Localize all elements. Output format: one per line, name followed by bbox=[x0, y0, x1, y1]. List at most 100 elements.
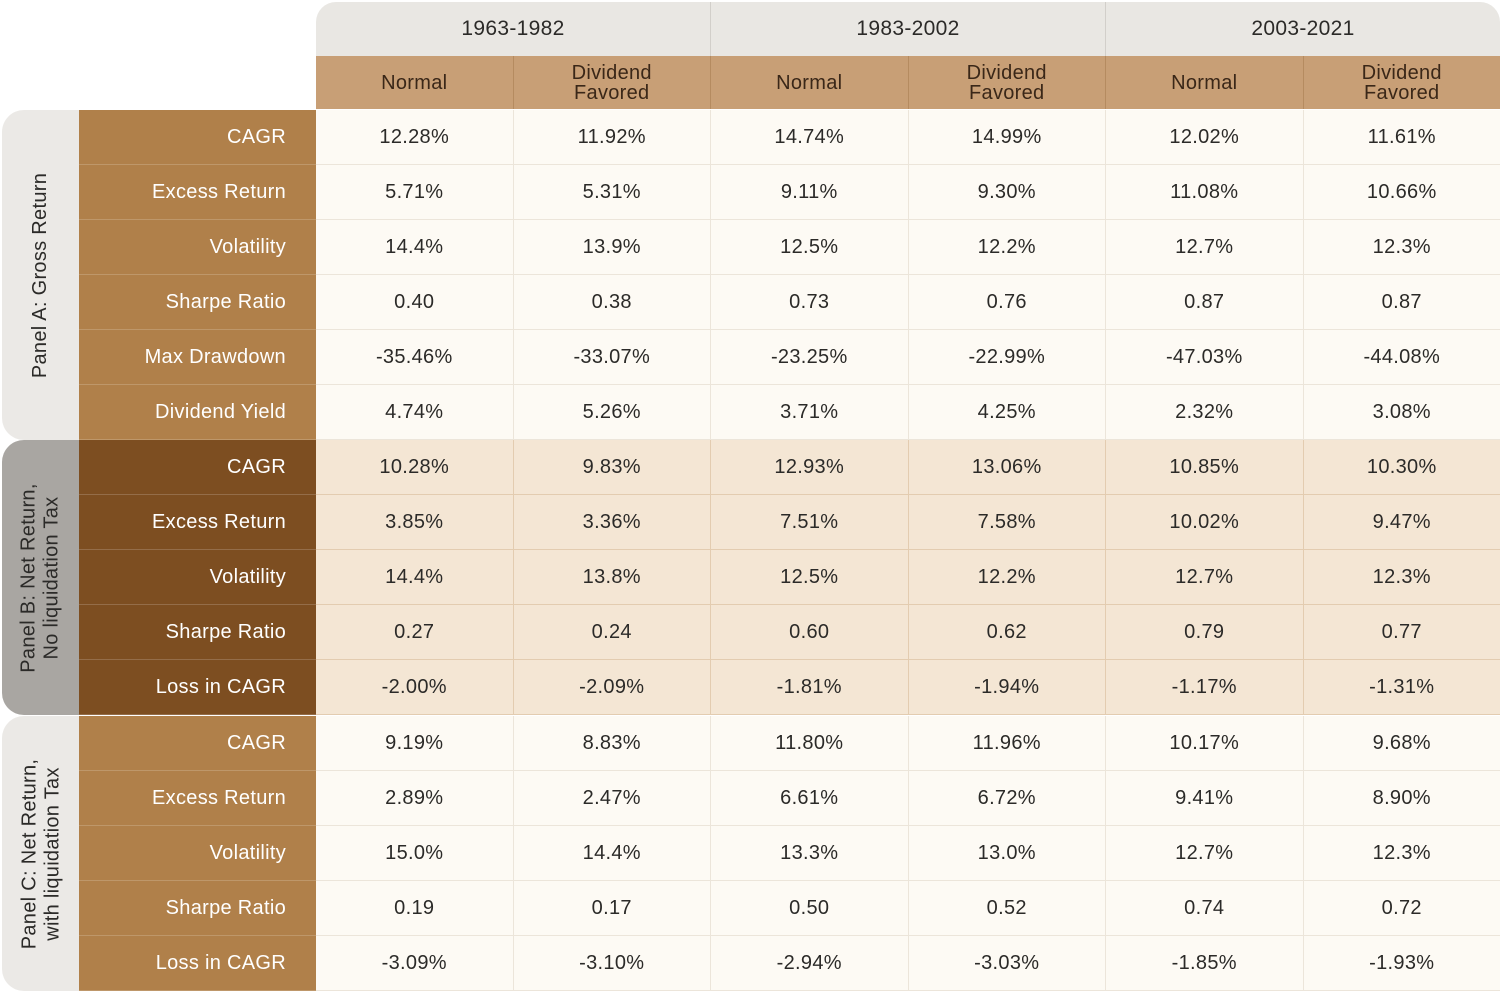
row-label: Volatility bbox=[79, 220, 316, 275]
table-cell: 0.79 bbox=[1105, 605, 1303, 659]
panel-label-line: Panel C: Net Return, bbox=[18, 758, 40, 949]
column-subheader-line: Dividend bbox=[966, 61, 1047, 84]
table-cell: -3.10% bbox=[512, 936, 711, 990]
table-row: 10.28% 9.83% 12.93% 13.06% 10.85% 10.30% bbox=[316, 440, 1500, 495]
table-cell: 0.87 bbox=[1105, 275, 1303, 329]
table-cell: -1.94% bbox=[907, 660, 1106, 714]
table-row: 9.19% 8.83% 11.80% 11.96% 10.17% 9.68% bbox=[316, 716, 1500, 771]
table-cell: -3.03% bbox=[907, 936, 1106, 990]
table-cell: 6.61% bbox=[710, 771, 908, 825]
table-cell: 10.66% bbox=[1302, 165, 1500, 219]
table-cell: 13.06% bbox=[907, 440, 1106, 494]
period-header-cell: 1963-1982 bbox=[461, 17, 565, 40]
table-cell: 10.17% bbox=[1105, 716, 1303, 770]
row-label: Sharpe Ratio bbox=[79, 881, 316, 936]
table-cell: 12.02% bbox=[1105, 110, 1303, 164]
table-cell: -1.31% bbox=[1302, 660, 1500, 714]
table-row: 14.4% 13.9% 12.5% 12.2% 12.7% 12.3% bbox=[316, 220, 1500, 275]
table-cell: 8.83% bbox=[512, 716, 711, 770]
row-label: Dividend Yield bbox=[79, 385, 316, 440]
row-label: CAGR bbox=[79, 716, 316, 771]
panel-label: Panel A: Gross Return bbox=[2, 110, 80, 440]
table-cell: 0.24 bbox=[512, 605, 711, 659]
table-cell: 0.76 bbox=[907, 275, 1106, 329]
row-label: Excess Return bbox=[79, 771, 316, 826]
table-cell: 10.85% bbox=[1105, 440, 1303, 494]
table-cell: 13.0% bbox=[907, 826, 1106, 880]
table-cell: 14.4% bbox=[512, 826, 711, 880]
table-cell: 9.83% bbox=[512, 440, 711, 494]
period-header-cell: 2003-2021 bbox=[1105, 2, 1500, 56]
table-cell: 12.5% bbox=[710, 550, 908, 604]
table-cell: 12.2% bbox=[907, 550, 1106, 604]
table-cell: 2.47% bbox=[512, 771, 711, 825]
table-cell: 0.19 bbox=[394, 896, 435, 919]
table-cell: 12.2% bbox=[907, 220, 1106, 274]
table-cell: 14.74% bbox=[710, 110, 908, 164]
table-cell: 0.60 bbox=[710, 605, 908, 659]
table-cell: 12.3% bbox=[1302, 826, 1500, 880]
table-cell: 0.52 bbox=[907, 881, 1106, 935]
table-cell: -1.85% bbox=[1105, 936, 1303, 990]
table-cell: 4.74% bbox=[385, 400, 444, 423]
table-cell: 10.30% bbox=[1302, 440, 1500, 494]
table-cell: 3.36% bbox=[512, 495, 711, 549]
table-cell: 12.7% bbox=[1105, 220, 1303, 274]
table-cell: 3.08% bbox=[1302, 385, 1500, 439]
table-cell: -35.46% bbox=[375, 345, 453, 368]
row-label: Loss in CAGR bbox=[79, 660, 316, 715]
table-cell: 0.74 bbox=[1105, 881, 1303, 935]
row-label: Loss in CAGR bbox=[79, 936, 316, 991]
table-cell: 11.61% bbox=[1302, 110, 1500, 164]
table-cell: 9.30% bbox=[907, 165, 1106, 219]
row-label: CAGR bbox=[79, 110, 316, 165]
table-row: -2.00% -2.09% -1.81% -1.94% -1.17% -1.31% bbox=[316, 660, 1500, 715]
table-cell: -1.93% bbox=[1302, 936, 1500, 990]
column-subheader-cell: Dividend Favored bbox=[1302, 56, 1500, 109]
table-cell: 10.28% bbox=[379, 455, 450, 478]
table-cell: 4.25% bbox=[907, 385, 1106, 439]
table-row: 0.27 0.24 0.60 0.62 0.79 0.77 bbox=[316, 605, 1500, 660]
table-cell: -3.09% bbox=[381, 951, 447, 974]
table-cell: 11.96% bbox=[907, 716, 1106, 770]
table-cell: 0.27 bbox=[394, 620, 435, 643]
table-row: 5.71% 5.31% 9.11% 9.30% 11.08% 10.66% bbox=[316, 165, 1500, 220]
table-cell: 13.8% bbox=[512, 550, 711, 604]
table-cell: -33.07% bbox=[512, 330, 711, 384]
table-row: 0.19 0.17 0.50 0.52 0.74 0.72 bbox=[316, 881, 1500, 936]
table-cell: 12.3% bbox=[1302, 550, 1500, 604]
table-cell: -22.99% bbox=[907, 330, 1106, 384]
table-cell: 11.80% bbox=[710, 716, 908, 770]
table-cell: 2.32% bbox=[1105, 385, 1303, 439]
table-row: 15.0% 14.4% 13.3% 13.0% 12.7% 12.3% bbox=[316, 826, 1500, 881]
table-cell: 11.08% bbox=[1105, 165, 1303, 219]
table-cell: 0.73 bbox=[710, 275, 908, 329]
row-label: Volatility bbox=[79, 550, 316, 605]
table-cell: 0.17 bbox=[512, 881, 711, 935]
table-cell: 0.62 bbox=[907, 605, 1106, 659]
panel-label: Panel C: Net Return, with liquidation Tax bbox=[2, 716, 80, 991]
table-cell: 0.38 bbox=[512, 275, 711, 329]
panel-label-line: with liquidation Tax bbox=[41, 766, 63, 941]
table-cell: 14.4% bbox=[385, 235, 444, 258]
table-cell: 9.41% bbox=[1105, 771, 1303, 825]
column-subheader-line: Normal bbox=[1171, 71, 1238, 94]
table-cell: 0.77 bbox=[1302, 605, 1500, 659]
table-cell: -47.03% bbox=[1105, 330, 1303, 384]
table-cell: 5.71% bbox=[385, 180, 444, 203]
panel-label-text: Panel A: Gross Return bbox=[30, 172, 53, 377]
table-cell: 0.72 bbox=[1302, 881, 1500, 935]
table-cell: 3.71% bbox=[710, 385, 908, 439]
table-cell: 7.51% bbox=[710, 495, 908, 549]
table-row: 3.85% 3.36% 7.51% 7.58% 10.02% 9.47% bbox=[316, 495, 1500, 550]
table-cell: 14.4% bbox=[385, 565, 444, 588]
table-cell: 9.68% bbox=[1302, 716, 1500, 770]
table-cell: 9.11% bbox=[710, 165, 908, 219]
panel-label-text: Panel C: Net Return, with liquidation Tax bbox=[18, 758, 64, 949]
period-header: 1963-1982 1983-2002 2003-2021 bbox=[316, 2, 1500, 56]
table-cell: 2.89% bbox=[385, 786, 444, 809]
column-subheader: Normal Dividend Favored Normal Dividend Favor… bbox=[316, 56, 1500, 109]
table-cell: 10.02% bbox=[1105, 495, 1303, 549]
table-row: 4.74% 5.26% 3.71% 4.25% 2.32% 3.08% bbox=[316, 385, 1500, 440]
table-cell: 0.87 bbox=[1302, 275, 1500, 329]
